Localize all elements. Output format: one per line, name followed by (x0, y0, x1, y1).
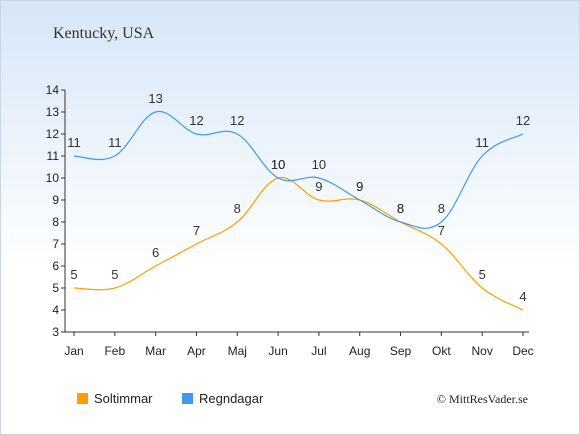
y-tick-label: 9 (52, 193, 59, 207)
chart-title: Kentucky, USA (53, 25, 155, 42)
y-tick-label: 7 (52, 237, 59, 251)
data-label: 9 (356, 179, 363, 194)
data-label: 5 (479, 267, 486, 282)
legend-item: Soltimmar (77, 391, 153, 406)
data-label: 11 (108, 135, 122, 150)
data-label: 7 (193, 223, 200, 238)
y-tick-label: 13 (46, 105, 60, 119)
x-tick-label: Mar (145, 344, 166, 358)
data-label: 6 (152, 245, 159, 260)
x-axis: Jan Feb Mar Apr Maj Jun Jul Aug Sep Okt Nov Dec (64, 331, 534, 358)
data-label: 12 (516, 113, 530, 128)
data-label: 9 (356, 179, 363, 194)
x-tick-label: Jan (64, 344, 83, 358)
y-tick-label: 11 (47, 149, 60, 163)
data-label: 5 (111, 267, 118, 282)
data-label: 7 (438, 223, 445, 238)
x-tick-label: Okt (432, 344, 451, 358)
x-tick-label: Maj (228, 344, 247, 358)
y-tick-label: 3 (52, 325, 59, 339)
data-label: 11 (475, 135, 489, 150)
y-tick-label: 6 (52, 259, 59, 273)
y-tick-label: 14 (46, 83, 60, 97)
x-tick-label: Apr (187, 344, 206, 358)
x-tick-label: Jul (311, 344, 326, 358)
legend-label: Soltimmar (94, 391, 153, 406)
x-tick-label: Feb (104, 344, 125, 358)
legend-swatch (77, 393, 88, 404)
series-line-soltimmar (73, 177, 524, 311)
y-tick-label: 10 (46, 171, 60, 185)
data-label: 10 (312, 157, 326, 172)
legend-label: Regndagar (199, 391, 264, 406)
x-tick-label: Nov (472, 344, 493, 358)
y-axis: 3 4 5 6 7 8 9 10 11 12 13 14 (46, 83, 66, 339)
x-tick-label: Dec (512, 344, 533, 358)
data-label: 11 (67, 135, 81, 150)
data-label: 13 (148, 91, 162, 106)
x-tick-label: Sep (390, 344, 412, 358)
legend-swatch (182, 393, 193, 404)
series-line-regndagar (73, 111, 524, 229)
legend-item: Regndagar (182, 391, 264, 406)
data-label: 9 (315, 179, 322, 194)
data-label: 8 (397, 201, 404, 216)
x-tick-label: Jun (268, 344, 287, 358)
y-tick-label: 5 (52, 281, 59, 295)
x-tick-label: Aug (349, 344, 370, 358)
data-label: 8 (397, 201, 404, 216)
data-label: 10 (271, 157, 285, 172)
data-label: 5 (70, 267, 77, 282)
data-label: 10 (271, 157, 285, 172)
legend: Soltimmar Regndagar (77, 391, 264, 406)
y-tick-label: 12 (46, 127, 60, 141)
y-tick-label: 8 (52, 215, 59, 229)
data-label: 8 (234, 201, 241, 216)
data-label: 8 (438, 201, 445, 216)
series-lines (73, 111, 524, 311)
y-tick-label: 4 (52, 303, 59, 317)
copyright-text: © MittResVader.se (437, 392, 528, 406)
data-label: 12 (189, 113, 203, 128)
data-label: 4 (519, 289, 526, 304)
data-label: 12 (230, 113, 244, 128)
